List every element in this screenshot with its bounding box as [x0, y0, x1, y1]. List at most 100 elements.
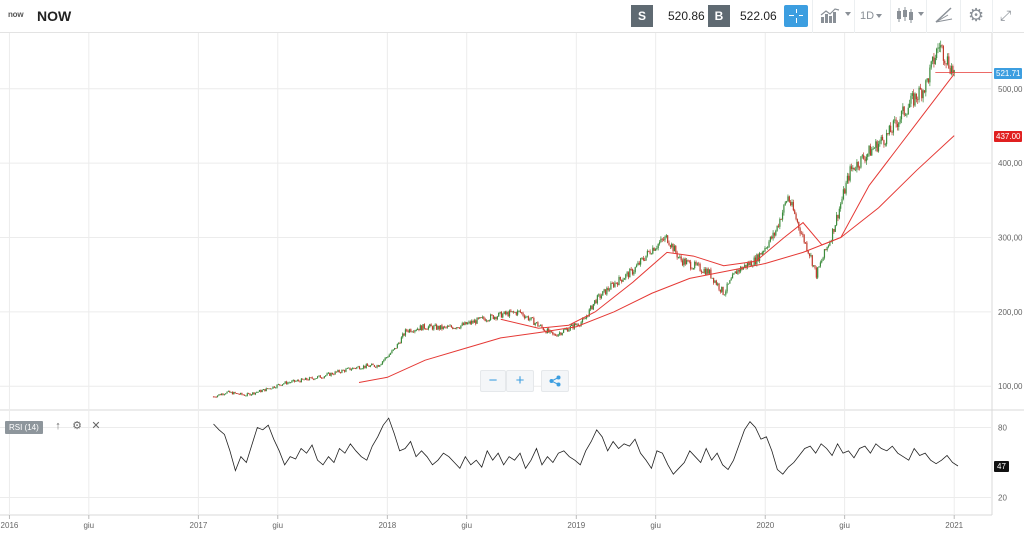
candle — [515, 312, 517, 315]
candle — [476, 317, 478, 324]
candle — [323, 376, 325, 378]
candle — [777, 225, 780, 227]
candle — [383, 359, 385, 362]
drawing-tools-icon[interactable] — [934, 6, 954, 26]
candle — [438, 325, 440, 330]
candle — [300, 378, 302, 383]
candle — [630, 269, 632, 270]
zoom-out-button[interactable]: − — [480, 370, 506, 392]
candle — [444, 326, 446, 328]
candle — [394, 348, 396, 350]
candle — [640, 258, 642, 265]
crosshair-icon[interactable] — [784, 5, 808, 27]
candle — [617, 283, 619, 286]
candle — [735, 271, 738, 274]
candle — [729, 280, 731, 284]
candle — [810, 255, 812, 257]
candlestick-icon[interactable] — [896, 6, 924, 26]
candle — [635, 265, 638, 268]
candle — [269, 388, 271, 390]
candle — [419, 325, 421, 331]
candle — [568, 329, 570, 332]
candle — [358, 366, 361, 369]
candle — [361, 368, 363, 370]
price-chart[interactable]: 2016 giu 2017 giu 2018 giu 2019 giu 2020 giu 2021 1… — [0, 33, 1024, 535]
candle — [696, 263, 698, 265]
candle — [929, 67, 931, 83]
candle — [379, 365, 381, 367]
candle — [277, 384, 279, 386]
candle — [537, 322, 539, 327]
close-icon[interactable]: ✕ — [91, 420, 101, 432]
candle — [230, 392, 232, 393]
sell-button[interactable]: S — [631, 5, 653, 27]
candle — [813, 265, 815, 267]
candle — [238, 394, 240, 395]
candle — [260, 390, 262, 393]
candle — [767, 247, 769, 248]
candle — [649, 251, 651, 254]
candle — [261, 390, 263, 393]
candle — [529, 319, 531, 321]
candle — [322, 377, 324, 379]
candle — [375, 366, 377, 368]
candle — [780, 219, 782, 220]
candle — [867, 153, 869, 157]
candle — [733, 273, 735, 275]
candle — [757, 254, 759, 262]
interval-label: 1D — [860, 10, 875, 22]
candle — [553, 334, 555, 335]
candle — [606, 288, 608, 295]
candle — [303, 379, 305, 381]
candle — [435, 324, 438, 330]
candle — [446, 326, 448, 328]
candle — [519, 310, 521, 313]
candle — [480, 317, 482, 319]
share-icon[interactable] — [541, 370, 569, 392]
candle — [615, 282, 617, 284]
candle — [441, 325, 443, 330]
candle — [788, 196, 790, 202]
gear-icon[interactable]: ⚙ — [968, 5, 985, 25]
buy-price[interactable]: 522.06 — [740, 9, 777, 23]
interval-selector[interactable]: 1D — [860, 10, 888, 30]
candle — [825, 249, 827, 250]
buy-button[interactable]: B — [708, 5, 730, 27]
candle — [310, 377, 312, 379]
gear-icon[interactable]: ⚙ — [72, 420, 82, 432]
sell-price[interactable]: 520.86 — [668, 9, 705, 23]
candle — [612, 283, 615, 287]
candle — [503, 311, 505, 314]
candle — [858, 167, 861, 169]
candle — [583, 318, 585, 320]
candle — [771, 236, 773, 239]
candle — [411, 331, 413, 333]
candle — [642, 257, 644, 260]
candle — [254, 392, 257, 395]
candle — [468, 321, 470, 323]
candle — [477, 317, 480, 319]
candle — [681, 260, 684, 266]
candle — [346, 368, 348, 369]
zoom-in-button[interactable]: + — [506, 370, 534, 392]
area-chart-icon[interactable] — [820, 6, 851, 26]
candle — [564, 329, 566, 331]
candle — [491, 314, 493, 316]
candle — [315, 378, 317, 379]
candle — [353, 367, 355, 369]
candle — [475, 320, 477, 324]
candle — [367, 364, 369, 366]
candle — [608, 289, 611, 291]
candle — [898, 122, 900, 127]
expand-icon[interactable]: ⤢ — [1000, 7, 1012, 23]
candle — [257, 391, 259, 393]
candle — [838, 208, 840, 219]
candle — [934, 58, 936, 65]
candle — [687, 260, 689, 261]
candle — [587, 316, 589, 318]
candle — [223, 394, 225, 395]
candle — [807, 250, 809, 254]
y-tick-label: 400,00 — [998, 159, 1023, 168]
arrow-up-icon[interactable]: ↑ — [55, 420, 61, 432]
rsi-indicator-label[interactable]: RSI (14) — [5, 421, 43, 434]
